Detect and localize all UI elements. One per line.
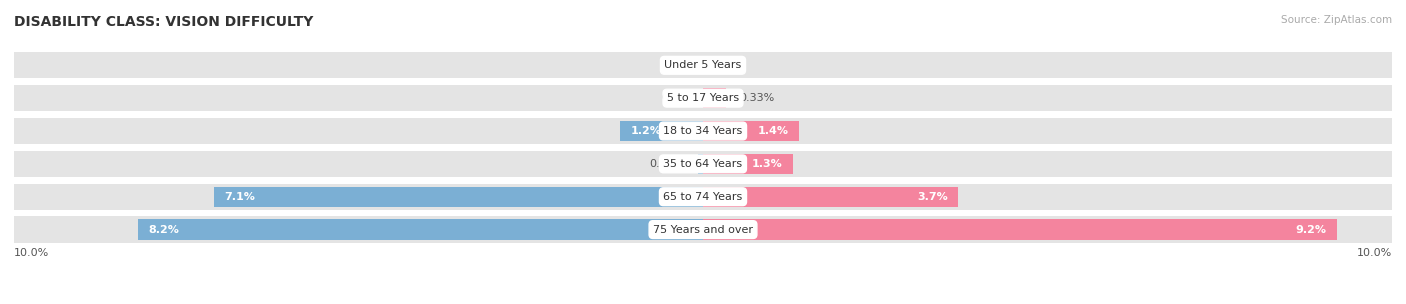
Text: Under 5 Years: Under 5 Years — [665, 60, 741, 70]
Text: 65 to 74 Years: 65 to 74 Years — [664, 192, 742, 202]
Bar — [138, 219, 703, 240]
Bar — [703, 121, 800, 141]
Text: 0.0%: 0.0% — [661, 60, 689, 70]
Text: 0.0%: 0.0% — [661, 93, 689, 103]
Bar — [214, 187, 703, 207]
Text: 7.1%: 7.1% — [224, 192, 254, 202]
Text: 0.07%: 0.07% — [650, 159, 685, 169]
Text: 0.0%: 0.0% — [717, 60, 745, 70]
Bar — [703, 154, 793, 174]
Text: 1.2%: 1.2% — [631, 126, 662, 136]
Bar — [699, 154, 703, 174]
Text: 3.7%: 3.7% — [917, 192, 948, 202]
Bar — [703, 219, 1337, 240]
Bar — [14, 85, 1392, 111]
Bar — [14, 184, 1392, 210]
Bar — [703, 88, 725, 108]
Bar — [703, 187, 957, 207]
Text: 10.0%: 10.0% — [14, 248, 49, 258]
Bar — [620, 121, 703, 141]
Bar — [14, 216, 1392, 243]
Text: 75 Years and over: 75 Years and over — [652, 225, 754, 235]
Bar — [14, 151, 1392, 177]
Bar — [14, 118, 1392, 144]
Text: 5 to 17 Years: 5 to 17 Years — [666, 93, 740, 103]
Text: 1.4%: 1.4% — [758, 126, 789, 136]
Bar — [14, 52, 1392, 78]
Text: 10.0%: 10.0% — [1357, 248, 1392, 258]
Text: 9.2%: 9.2% — [1295, 225, 1326, 235]
Text: DISABILITY CLASS: VISION DIFFICULTY: DISABILITY CLASS: VISION DIFFICULTY — [14, 15, 314, 29]
Text: 1.3%: 1.3% — [751, 159, 782, 169]
Text: 8.2%: 8.2% — [149, 225, 180, 235]
Text: 35 to 64 Years: 35 to 64 Years — [664, 159, 742, 169]
Text: Source: ZipAtlas.com: Source: ZipAtlas.com — [1281, 15, 1392, 25]
Text: 0.33%: 0.33% — [740, 93, 775, 103]
Text: 18 to 34 Years: 18 to 34 Years — [664, 126, 742, 136]
